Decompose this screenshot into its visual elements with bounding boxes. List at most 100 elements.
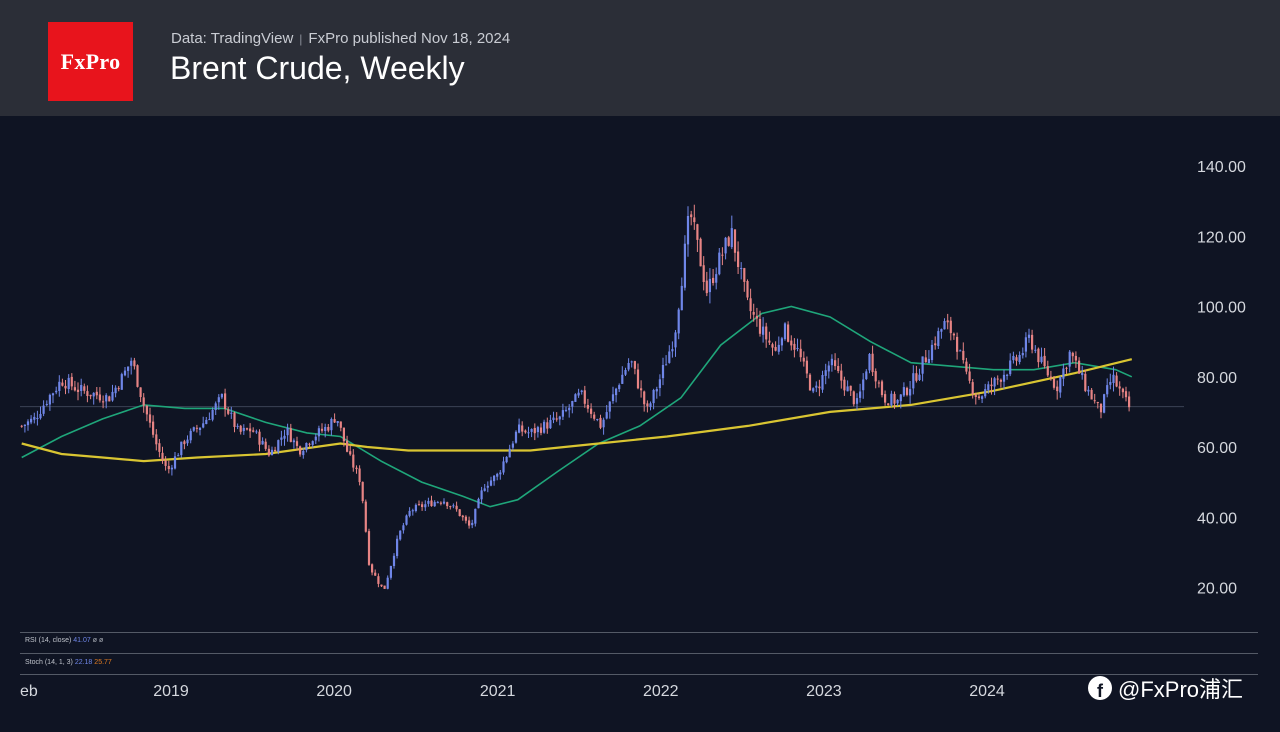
- x-tick-label: 2020: [316, 683, 352, 700]
- candle-body: [142, 397, 145, 406]
- candle-body: [1037, 348, 1040, 363]
- candle-body: [108, 396, 111, 402]
- candle-body: [311, 441, 314, 445]
- candle-body: [264, 441, 267, 449]
- candle-body: [536, 427, 539, 433]
- candle-body: [893, 393, 896, 404]
- stoch-label: Stoch (14, 1, 3): [25, 659, 73, 666]
- candle-body: [1027, 334, 1031, 338]
- candle-body: [702, 265, 705, 282]
- candle-body: [358, 468, 361, 483]
- candle-body: [274, 449, 277, 452]
- candle-body: [155, 434, 158, 445]
- candle-body: [1046, 366, 1049, 376]
- candle-body: [712, 277, 715, 283]
- fxpro-logo: FxPro: [48, 22, 133, 101]
- candle-body: [630, 361, 633, 363]
- candle-body: [493, 475, 496, 482]
- candle-body: [33, 416, 36, 420]
- candle-body: [380, 584, 383, 587]
- candle-body: [1031, 334, 1034, 350]
- candle-body: [552, 417, 555, 420]
- candle-body: [371, 564, 374, 573]
- candle-body: [774, 347, 777, 351]
- candle-body: [733, 229, 737, 253]
- x-tick-label: 2022: [643, 683, 679, 700]
- candle-body: [480, 490, 483, 500]
- candle-body: [48, 394, 51, 405]
- candle-body: [999, 379, 1002, 382]
- candle-body: [1009, 360, 1012, 375]
- candle-body: [355, 467, 358, 470]
- candle-body: [586, 405, 589, 409]
- candle-body: [621, 374, 624, 384]
- chart-meta: Data: TradingView | FxPro published Nov 18…: [171, 30, 510, 47]
- candle-body: [1109, 382, 1112, 385]
- stoch-pane-divider: [20, 653, 1258, 654]
- candle-body: [58, 381, 61, 391]
- candle-body: [342, 427, 345, 442]
- candle-body: [1084, 373, 1087, 391]
- candle-body: [1103, 394, 1106, 413]
- candle-body: [214, 403, 217, 410]
- candle-body: [533, 428, 536, 434]
- candle-body: [727, 237, 730, 246]
- candle-body: [446, 502, 449, 507]
- candle-body: [1078, 360, 1081, 374]
- candle-body: [133, 360, 136, 367]
- candle-body: [765, 326, 768, 340]
- candle-body: [539, 427, 543, 433]
- candle-body: [834, 360, 837, 367]
- candle-body: [949, 320, 952, 334]
- candle-body: [383, 585, 386, 589]
- candle-body: [956, 336, 959, 352]
- candle-body: [930, 344, 934, 360]
- candle-body: [859, 391, 862, 398]
- candle-body: [80, 385, 83, 391]
- candle-body: [1002, 374, 1006, 382]
- candle-body: [317, 428, 320, 437]
- candle-body: [20, 425, 23, 427]
- candle-body: [339, 421, 342, 428]
- candle-body: [827, 365, 830, 372]
- x-tick-label: eb: [20, 683, 38, 700]
- candle-body: [277, 440, 280, 453]
- candle-body: [846, 386, 849, 392]
- y-tick-label: 20.00: [1197, 581, 1237, 598]
- candle-body: [871, 353, 874, 373]
- candle-body: [905, 387, 909, 395]
- candle-body: [349, 451, 352, 455]
- y-tick-label: 80.00: [1197, 370, 1237, 387]
- candle-body: [505, 456, 508, 463]
- candle-body: [170, 467, 173, 470]
- candle-body: [633, 361, 636, 369]
- candle-body: [821, 375, 824, 390]
- candle-body: [815, 385, 818, 388]
- candle-body: [1021, 353, 1024, 356]
- candle-body: [227, 409, 230, 414]
- candle-body: [927, 358, 930, 364]
- candle-body: [624, 370, 627, 375]
- candle-body: [968, 371, 971, 381]
- candle-body: [686, 216, 690, 245]
- meta-separator: |: [299, 32, 303, 46]
- candle-body: [1099, 403, 1103, 413]
- y-tick-label: 60.00: [1197, 440, 1237, 457]
- candle-body: [1096, 402, 1099, 403]
- candle-body: [915, 373, 918, 381]
- candle-body: [546, 422, 549, 429]
- candle-body: [173, 456, 177, 469]
- candle-body: [1090, 389, 1093, 400]
- candle-body: [286, 427, 289, 436]
- candle-body: [1052, 378, 1056, 388]
- candle-body: [674, 332, 677, 348]
- candle-body: [396, 538, 399, 556]
- candle-body: [715, 274, 718, 283]
- candle-body: [374, 572, 377, 576]
- candle-body: [658, 379, 661, 388]
- candle-body: [252, 430, 255, 432]
- candle-body: [730, 228, 733, 248]
- candle-body: [1018, 355, 1021, 362]
- candle-body: [424, 504, 427, 508]
- candle-body: [161, 452, 164, 461]
